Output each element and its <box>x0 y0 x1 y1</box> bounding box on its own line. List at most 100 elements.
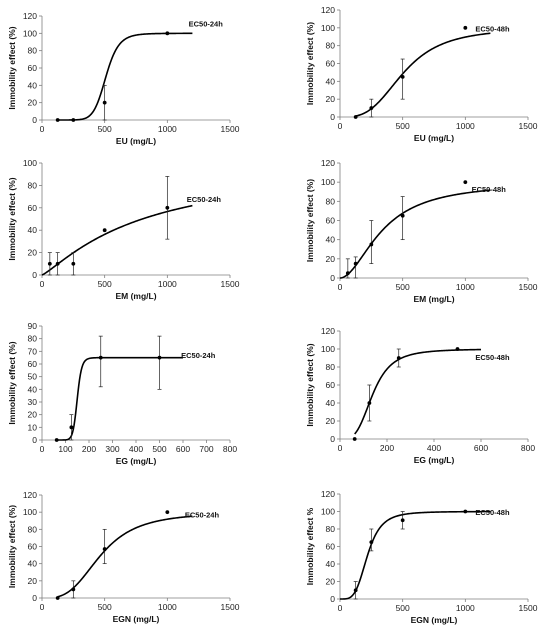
x-tick-label: 300 <box>105 444 119 454</box>
y-tick-label: 0 <box>330 112 335 122</box>
chart-svg: 0 20 40 60 80 100 120 0 500 1000 1500 EU (mg/L) Immo… <box>305 5 538 143</box>
fitted-curve <box>57 32 193 121</box>
y-tick-label: 120 <box>321 5 335 15</box>
x-tick-label: 1000 <box>456 121 475 131</box>
error-bar <box>400 58 405 100</box>
chart-eu-48h: 0 20 40 60 80 100 120 0 500 1000 1500 EU (mg/L) Immo… <box>275 0 550 150</box>
y-axis-label: Immobility effect (%) <box>7 505 17 588</box>
x-tick-label: 400 <box>427 443 441 453</box>
x-tick-label: 500 <box>98 124 112 134</box>
y-tick-label: 100 <box>321 344 335 354</box>
x-tick-label: 1000 <box>158 279 177 289</box>
x-axis-label: EG (mg/L) <box>414 455 455 465</box>
y-axis-label: Immobility effect (%) <box>305 22 315 105</box>
data-point <box>157 355 162 360</box>
data-point <box>463 180 468 185</box>
y-tick-label: 0 <box>330 434 335 444</box>
y-tick-label: 40 <box>326 559 336 569</box>
y-tick-label: 20 <box>28 576 38 586</box>
x-tick-label: 0 <box>338 443 343 453</box>
y-axis-label: Immobility effect (%) <box>7 26 17 109</box>
x-tick-label: 1000 <box>456 282 475 292</box>
data-point <box>400 74 405 79</box>
data-point <box>54 438 59 442</box>
y-tick-label: 20 <box>326 416 336 426</box>
x-tick-label: 800 <box>521 443 535 453</box>
chart-em-48h: 0 20 40 60 80 100 120 0 500 1000 1500 EM (mg/L) Immo… <box>275 155 550 305</box>
fitted-curve <box>339 189 491 279</box>
data-point <box>463 25 468 30</box>
data-point <box>369 242 374 247</box>
y-tick-label: 100 <box>23 158 37 168</box>
y-tick-label: 20 <box>326 254 336 264</box>
y-tick-label: 40 <box>28 559 38 569</box>
y-tick-label: 60 <box>326 216 336 226</box>
fitted-curve <box>41 204 193 276</box>
x-tick-label: 800 <box>223 444 237 454</box>
x-tick-label: 0 <box>40 444 45 454</box>
fitted-curve <box>57 515 193 598</box>
y-tick-label: 60 <box>326 380 336 390</box>
y-tick-label: 120 <box>23 490 37 500</box>
data-point <box>352 437 357 441</box>
error-bar <box>369 528 374 552</box>
ec50-annotation: EC50-24h <box>189 19 224 28</box>
data-point <box>369 540 374 545</box>
y-tick-label: 70 <box>28 346 38 356</box>
data-point <box>102 547 107 551</box>
x-tick-label: 1500 <box>221 602 240 612</box>
data-point <box>102 228 107 233</box>
x-tick-label: 500 <box>396 121 410 131</box>
ec50-annotation: EC50-24h <box>185 511 220 520</box>
x-tick-label: 0 <box>338 282 343 292</box>
y-tick-label: 120 <box>321 158 335 168</box>
data-point <box>369 106 374 110</box>
y-tick-label: 60 <box>28 203 38 213</box>
chart-eg-24h: 0 10 20 30 40 50 60 70 80 90 0 100 200 300 400 500 600 70… <box>0 314 275 466</box>
y-tick-label: 0 <box>32 435 37 445</box>
data-point <box>165 31 170 36</box>
ec50-annotation: EC50-48h <box>475 508 510 517</box>
x-tick-label: 0 <box>338 121 343 131</box>
fitted-curve <box>354 348 482 435</box>
y-axis-label: Immobility effect (%) <box>305 179 315 262</box>
data-point <box>69 425 74 430</box>
y-tick-label: 20 <box>28 410 38 420</box>
y-tick-label: 100 <box>321 507 335 517</box>
x-tick-label: 200 <box>380 443 394 453</box>
data-point <box>165 205 170 210</box>
y-tick-label: 80 <box>28 180 38 190</box>
data-point <box>55 118 60 122</box>
y-tick-label: 20 <box>326 577 336 587</box>
x-axis-label: EGN (mg/L) <box>411 615 458 625</box>
y-tick-label: 80 <box>326 41 336 51</box>
chart-svg: 0 20 40 60 80 100 120 0 500 1000 1500 EGN (mg/L) Imm… <box>305 489 538 625</box>
data-point <box>455 347 460 351</box>
chart-svg: 0 10 20 30 40 50 60 70 80 90 0 100 200 300 400 500 600 70… <box>7 321 237 466</box>
x-tick-label: 0 <box>338 603 343 613</box>
y-tick-label: 120 <box>23 11 37 21</box>
chart-eu-24h: 0 20 40 60 80 100 120 0 500 1000 1500 EU (mg/L) Immo… <box>0 0 275 150</box>
y-tick-label: 40 <box>28 80 38 90</box>
x-tick-label: 1500 <box>221 279 240 289</box>
y-tick-label: 20 <box>28 248 38 258</box>
y-tick-label: 100 <box>23 28 37 38</box>
chart-eg-48h: 0 20 40 60 80 100 120 0 200 400 600 800 EG (mg/L) Imm… <box>275 314 550 465</box>
x-tick-label: 600 <box>176 444 190 454</box>
y-tick-label: 40 <box>326 398 336 408</box>
chart-svg: 0 20 40 60 80 100 120 0 500 1000 1500 EM (mg/L) Immo… <box>305 158 538 304</box>
x-axis-label: EU (mg/L) <box>414 133 454 143</box>
y-tick-label: 0 <box>330 273 335 283</box>
y-tick-label: 40 <box>326 235 336 245</box>
x-tick-label: 400 <box>129 444 143 454</box>
y-tick-label: 50 <box>28 372 38 382</box>
y-tick-label: 80 <box>326 362 336 372</box>
ec50-annotation: EC50-48h <box>472 185 507 194</box>
y-tick-label: 60 <box>28 542 38 552</box>
data-point <box>353 115 358 119</box>
error-bar <box>102 528 107 565</box>
y-tick-label: 40 <box>326 76 336 86</box>
data-point <box>71 118 76 122</box>
x-axis-label: EG (mg/L) <box>116 456 157 466</box>
